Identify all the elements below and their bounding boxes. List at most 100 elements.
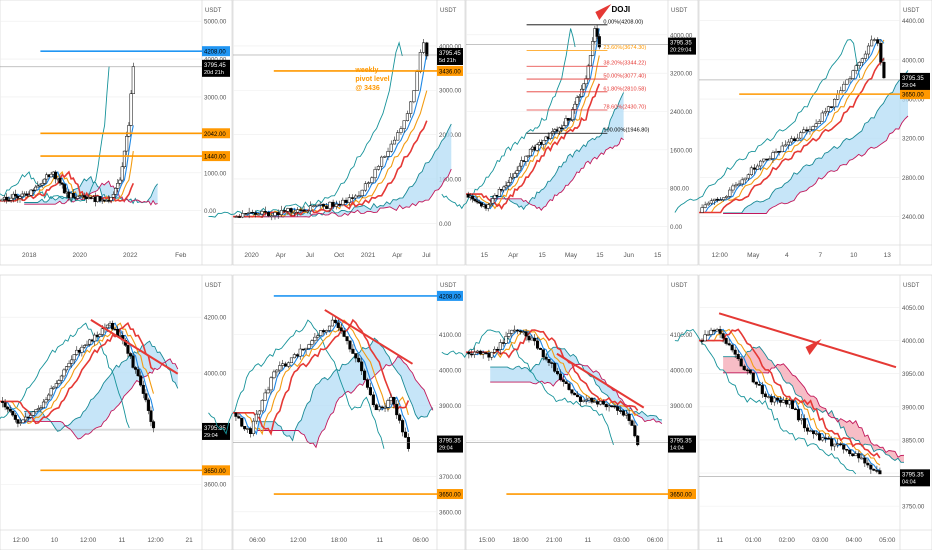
candle-body (473, 351, 477, 355)
candle-body (799, 418, 804, 421)
candle-body (830, 438, 834, 447)
candle-body (95, 334, 99, 337)
trend-line (90, 319, 179, 375)
candle-body (842, 444, 846, 450)
candle-body (266, 389, 270, 394)
candle-body (730, 344, 734, 351)
candle-body (131, 355, 135, 368)
y-tick-label: 2800.00 (902, 175, 925, 182)
candle-body (357, 357, 361, 363)
candle-body (27, 195, 31, 197)
x-tick-label: 12:00 (712, 252, 729, 259)
candle-body (715, 329, 719, 332)
candle-body (556, 371, 560, 375)
candle-body (636, 435, 640, 446)
candle-body (624, 413, 628, 416)
moving-average-line (699, 57, 885, 214)
candle-body (401, 420, 405, 433)
candle-body (575, 97, 579, 105)
chikou-line (208, 41, 403, 218)
candle-body (380, 156, 384, 167)
x-tick-label: 21:00 (546, 537, 563, 544)
candle-body (759, 160, 763, 167)
candle-body (706, 202, 710, 206)
x-tick-label: 4 (785, 252, 789, 259)
candle-body (257, 213, 261, 216)
chikou-line (208, 319, 385, 449)
x-tick-label: 15 (481, 252, 489, 259)
candle-body (526, 155, 530, 158)
candle-body (39, 407, 43, 410)
candle-body (863, 53, 867, 59)
candle-body (62, 369, 66, 377)
candle-body (778, 399, 782, 403)
candle-body (403, 431, 408, 438)
candle-body (789, 138, 794, 143)
y-tick-label: 3850.00 (902, 437, 925, 444)
candle-body (577, 96, 581, 98)
candle-body (598, 401, 603, 405)
candle-body (703, 334, 707, 342)
candle-body (88, 339, 92, 345)
x-tick-label: 11 (376, 537, 383, 544)
candle-body (334, 203, 338, 207)
y-tick-label: 1000.00 (439, 176, 462, 183)
candle-body (766, 396, 770, 398)
candle-body (11, 410, 15, 416)
candle-body (470, 353, 474, 356)
level-badge (437, 489, 463, 500)
candle-body (287, 362, 291, 367)
fib-label: 50.00%(3077.40) (603, 74, 646, 80)
candle-body (544, 356, 548, 360)
candle-body (116, 183, 120, 189)
candle-body (151, 421, 156, 429)
fib-label: 100.00%(1946.80) (603, 128, 649, 134)
current-price-label: 3795.35 (204, 426, 226, 432)
candle-body (473, 198, 477, 201)
annotation-text: weekly (354, 67, 378, 74)
candle-body (757, 383, 761, 386)
kijun-line (466, 55, 600, 210)
y-tick-label: 2400.00 (670, 109, 693, 116)
candle-body (504, 335, 508, 344)
candle-body (18, 196, 22, 199)
x-tick-label: 11 (584, 537, 591, 544)
candle-body (299, 209, 303, 211)
senkou-span-b (490, 137, 624, 211)
currency-label: USDT (205, 8, 222, 14)
candle-body (604, 403, 608, 408)
candle-body (582, 83, 586, 90)
candle-body (836, 94, 840, 100)
candle-body (64, 366, 69, 371)
candle-body (31, 411, 35, 416)
candle-body (762, 158, 766, 162)
current-price-badge (668, 435, 696, 453)
candle-body (793, 408, 798, 411)
candle-body (141, 384, 145, 394)
y-tick-label: 3000.00 (204, 94, 227, 101)
x-tick-label: 11 (716, 537, 723, 544)
chikou-line (674, 328, 857, 475)
candle-body (313, 336, 317, 341)
candle-body (16, 419, 20, 424)
x-tick-label: 2021 (361, 252, 376, 259)
candle-body (475, 200, 479, 203)
candle-body (595, 28, 599, 37)
x-tick-label: Oct (334, 252, 344, 259)
y-tick-label: 4000.00 (902, 338, 925, 345)
candle-body (513, 173, 517, 178)
current-price-countdown: 14:04 (670, 446, 684, 452)
candle-body (251, 420, 256, 434)
candle-body (718, 329, 722, 334)
chart-panel-8: 3750.003800.003850.003900.003950.004000.… (674, 274, 932, 550)
x-tick-label: 06:00 (412, 537, 429, 544)
candle-body (315, 204, 319, 207)
y-tick-label: 800.00 (670, 186, 689, 193)
candle-body (333, 319, 337, 324)
candle-body (731, 185, 735, 191)
candle-body (490, 352, 494, 358)
candle-body (339, 327, 343, 331)
annotation-text: DOJI (611, 5, 630, 14)
candle-body (805, 427, 810, 432)
